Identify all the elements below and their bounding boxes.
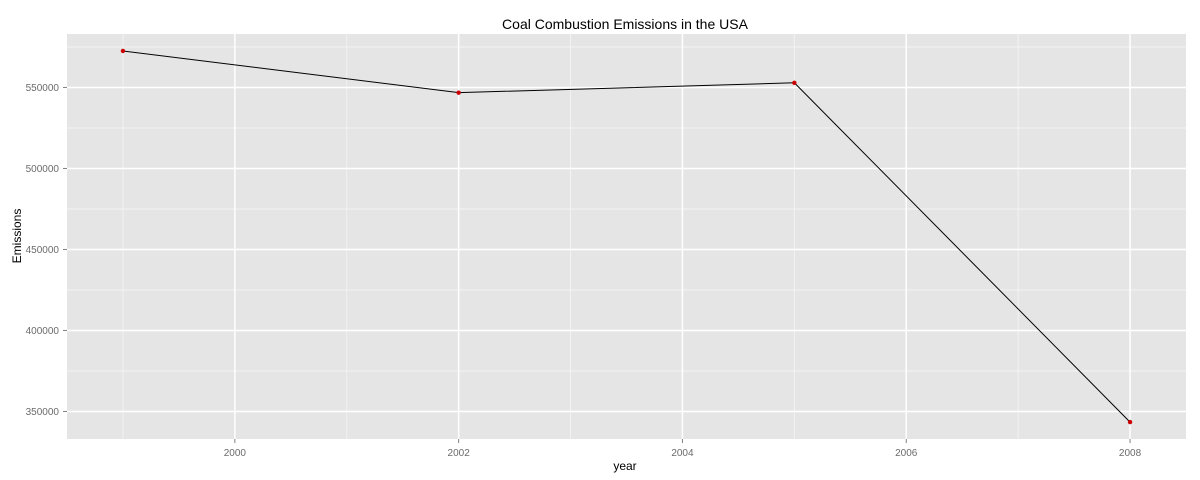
series-line bbox=[122, 50, 1131, 423]
y-axis-label: Emissions bbox=[10, 209, 24, 264]
x-tick-label: 2006 bbox=[895, 448, 918, 459]
chart-title: Coal Combustion Emissions in the USA bbox=[502, 16, 749, 32]
grid-major bbox=[67, 34, 1186, 439]
plot-panel bbox=[67, 34, 1186, 439]
y-tick-label: 400000 bbox=[26, 326, 60, 337]
x-tick-label: 2004 bbox=[671, 448, 694, 459]
series-layer bbox=[120, 48, 1133, 425]
data-point bbox=[792, 80, 797, 85]
y-tick-label: 450000 bbox=[26, 245, 60, 256]
data-point bbox=[1127, 419, 1133, 425]
y-axis: 350000 400000 450000 500000 550000 bbox=[26, 83, 67, 418]
y-tick-label: 500000 bbox=[26, 164, 60, 175]
x-tick-label: 2000 bbox=[224, 448, 247, 459]
x-tick-label: 2002 bbox=[448, 448, 471, 459]
x-axis-label: year bbox=[613, 459, 636, 473]
x-axis: 2000 2002 2004 2006 2008 bbox=[224, 439, 1142, 459]
data-point bbox=[120, 48, 126, 54]
y-tick-label: 550000 bbox=[26, 83, 60, 94]
y-tick-label: 350000 bbox=[26, 407, 60, 418]
data-point bbox=[456, 90, 461, 95]
x-tick-label: 2008 bbox=[1119, 448, 1142, 459]
